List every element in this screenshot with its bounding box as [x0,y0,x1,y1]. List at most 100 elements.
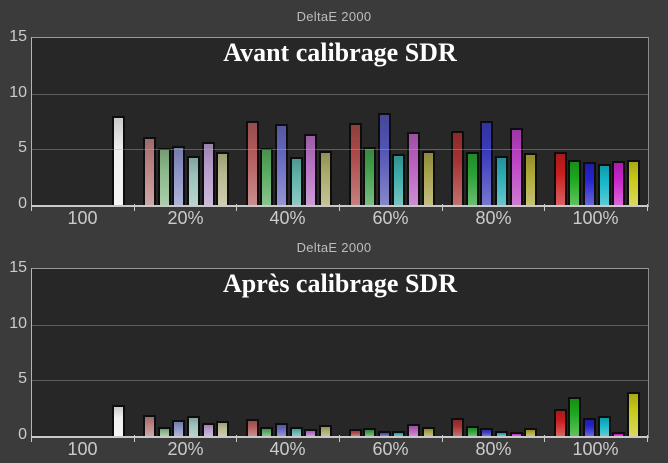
bar-yellow-20pct [216,420,230,436]
x-tick-label-20%: 20% [167,208,204,228]
bar-cyan-80pct [495,156,508,205]
bar-blue-100pct [583,418,596,436]
delta-e-axis-title: DeltaE 2000 [296,240,372,255]
bar-blue-20pct [172,146,186,205]
x-tick-mark [442,204,443,211]
bar-yellow-100pct [626,391,640,436]
y-tick-label-0: 0 [18,195,27,212]
y-tick-label-0: 0 [18,426,27,443]
bar-yellow-20pct [216,151,230,205]
gridline-10 [32,325,648,326]
bar-magenta-80pct [509,128,523,205]
x-tick-mark [544,435,545,442]
y-tick-label-15: 15 [9,28,27,45]
chart-avant-calibrage: DeltaE 2000 15 10 5 0 Avant calibrage SDR 1… [0,0,668,231]
bar-blue-40pct [275,422,288,436]
x-tick-label-80%: 80% [475,439,512,459]
bar-blue-60pct [377,430,391,436]
plot-area: Après calibrage SDR [31,268,649,438]
y-tick-label-5: 5 [18,370,27,388]
bar-cyan-60pct [392,154,406,205]
x-tick-mark [236,204,237,211]
bar-blue-100pct [583,161,596,205]
x-tick-label-100%: 100% [572,208,619,228]
y-tick-label-10: 10 [9,314,27,332]
bar-cyan-40pct [289,157,303,205]
delta-e-axis-title: DeltaE 2000 [296,9,372,24]
bar-magenta-80pct [509,432,523,436]
x-tick-label-100%: 100% [572,439,619,459]
bar-cyan-80pct [495,430,508,436]
bar-green-80pct [465,425,479,436]
bar-magenta-60pct [406,131,420,205]
bar-cyan-20pct [187,156,200,205]
bar-green-80pct [465,151,479,205]
bar-magenta-100pct [612,160,626,205]
y-tick-label-15: 15 [9,259,27,276]
chart-title: Après calibrage SDR [223,269,457,298]
chart-title: Avant calibrage SDR [223,38,457,67]
bar-blue-80pct [480,120,494,205]
bar-red-60pct [348,429,362,436]
bar-cyan-40pct [289,426,303,436]
bar-blue-80pct [480,428,494,436]
bar-red-100pct [553,408,567,436]
bar-yellow-40pct [318,150,332,205]
x-tick-mark [647,435,648,442]
x-tick-mark [134,204,135,211]
bar-red-40pct [245,419,259,436]
bar-cyan-100pct [597,416,611,436]
bar-magenta-20pct [201,422,215,436]
bar-green-100pct [568,397,582,436]
bar-cyan-20pct [187,416,200,436]
bar-green-60pct [363,147,377,205]
bar-magenta-20pct [201,141,215,205]
x-tick-mark [339,204,340,211]
x-tick-mark [339,435,340,442]
bar-cyan-100pct [597,164,611,205]
x-tick-label-100: 100 [67,439,98,459]
bar-blue-60pct [377,112,391,205]
x-tick-mark [236,435,237,442]
x-tick-label-100: 100 [67,208,98,228]
x-tick-mark [31,435,32,442]
bar-red-80pct [451,417,465,436]
bar-white-100 [112,116,125,205]
x-tick-mark [544,204,545,211]
gridline-10 [32,94,648,95]
bar-yellow-40pct [318,425,332,436]
gridline-5 [32,149,648,150]
bar-green-100pct [568,159,582,205]
x-tick-mark [134,435,135,442]
y-tick-label-10: 10 [9,83,27,101]
bar-green-60pct [363,428,377,436]
bar-yellow-80pct [524,152,538,205]
x-tick-label-40%: 40% [269,208,306,228]
x-tick-label-60%: 60% [372,208,409,228]
bar-yellow-60pct [421,426,435,436]
bar-magenta-40pct [304,134,318,205]
x-tick-mark [647,204,648,211]
bar-green-20pct [157,148,171,205]
bar-yellow-100pct [626,159,640,205]
bar-green-20pct [157,427,171,436]
plot-area: Avant calibrage SDR [31,37,649,207]
bar-blue-20pct [172,419,186,436]
x-tick-label-40%: 40% [269,439,306,459]
bar-cyan-60pct [392,430,406,436]
bar-red-60pct [348,122,362,205]
x-tick-mark [442,435,443,442]
y-tick-label-5: 5 [18,139,27,157]
x-tick-label-80%: 80% [475,208,512,228]
x-tick-label-20%: 20% [167,439,204,459]
bar-white-100 [112,405,125,436]
bar-magenta-40pct [304,429,318,436]
chart-apres-calibrage: DeltaE 2000 15 10 5 0 Après calibrage SDR 1… [0,231,668,462]
bar-magenta-60pct [406,424,420,436]
bar-red-40pct [245,120,259,205]
x-tick-mark [31,204,32,211]
gridline-5 [32,380,648,381]
bar-yellow-80pct [524,428,538,436]
bar-red-100pct [553,151,567,205]
